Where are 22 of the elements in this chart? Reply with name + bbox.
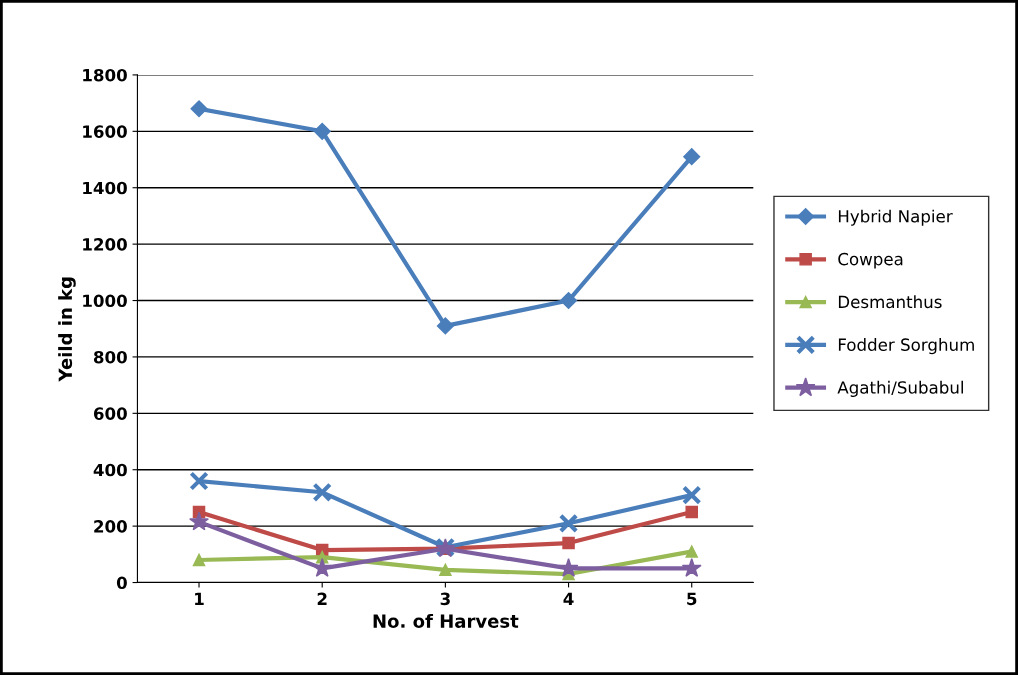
y-tick-label: 400 <box>93 463 127 477</box>
y-tick-label: 1200 <box>83 238 127 251</box>
y-tick-label: 1400 <box>83 181 127 195</box>
y-tick-label: 600 <box>93 407 127 420</box>
y-tick-label: 1000 <box>83 294 127 308</box>
legend-label: Desmanthus <box>838 295 942 309</box>
x-tick-label: 2 <box>317 592 327 605</box>
x-tick-label: 5 <box>687 592 697 606</box>
y-tick-label: 200 <box>94 520 127 533</box>
x-tick-label: 3 <box>440 592 450 606</box>
legend-label: Cowpea <box>838 252 903 269</box>
x-tick-label: 1 <box>195 592 204 605</box>
x-axis-title: No. of Harvest <box>373 613 519 628</box>
y-tick-label: 1600 <box>83 125 127 138</box>
legend-label: Agathi/Subabul <box>837 380 963 397</box>
y-tick-label: 1800 <box>83 68 127 82</box>
y-tick-label: 800 <box>93 350 127 364</box>
y-axis-title: Yeild in kg <box>58 277 76 382</box>
x-tick-label: 4 <box>563 592 574 605</box>
legend-label: Fodder Sorghum <box>838 338 974 355</box>
y-tick-label: 0 <box>116 576 127 590</box>
legend-label: Hybrid Napier <box>838 209 953 226</box>
